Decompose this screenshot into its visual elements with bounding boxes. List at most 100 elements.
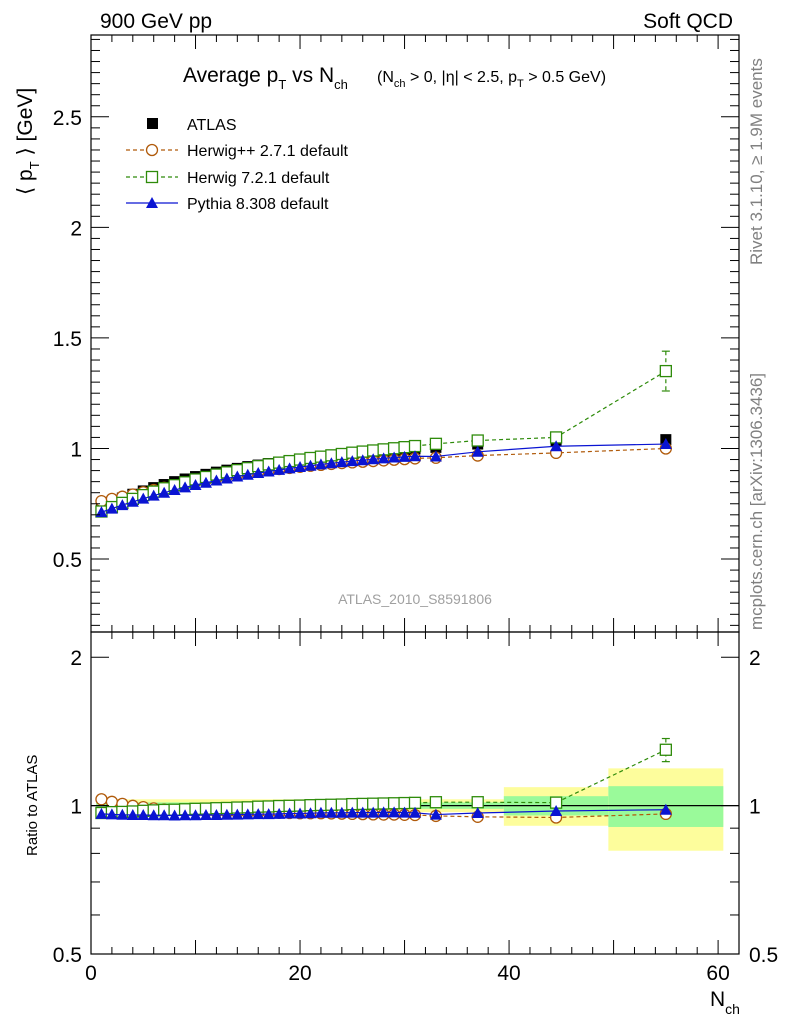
legend-marker-pythia <box>146 197 158 208</box>
ratio-point-pythia-1 <box>105 808 118 820</box>
ratio-plot-content <box>91 737 739 851</box>
ratio-point-pythia-7 <box>168 809 181 821</box>
main-point-pythia-2 <box>116 499 129 511</box>
main-point-pythia-7 <box>168 484 181 496</box>
ratio-point-pythia-31 <box>429 808 442 820</box>
x-tick-label-60: 60 <box>706 962 729 985</box>
main-y-tick-label-0: 0.5 <box>53 549 82 572</box>
main-panel: 0.5 1 1.5 2 2.5 Average pT vs Nch (Nch > 0, … <box>14 34 740 633</box>
ratio-point-pythia-28 <box>388 806 401 818</box>
ratio-point-pythia-8 <box>179 809 192 821</box>
ratio-y-tick-label-right-0: 0.5 <box>749 944 778 967</box>
ratio-point-pythia-27 <box>377 806 390 818</box>
ratio-point-herwig7-31 <box>429 796 443 809</box>
legend-marker-atlas <box>147 118 158 129</box>
main-point-pythia-11 <box>210 474 223 486</box>
main-point-herwig7-30 <box>408 439 422 453</box>
x-axis-label: Nch <box>710 988 740 1017</box>
ratio-y-tick-label-left-1: 1 <box>70 796 82 819</box>
main-point-pythia-22 <box>325 457 338 469</box>
legend: ATLAS Herwig++ 2.7.1 default Herwig 7.2.… <box>126 117 349 213</box>
main-title: Average pT vs Nch <box>183 64 348 92</box>
analysis-watermark: ATLAS_2010_S8591806 <box>338 591 492 607</box>
main-point-pythia-24 <box>346 455 359 467</box>
ratio-point-herwigpp-0 <box>95 793 108 806</box>
legend-label-atlas: ATLAS <box>187 117 237 134</box>
main-point-pythia-9 <box>189 478 202 490</box>
main-point-pythia-6 <box>158 486 171 498</box>
legend-label-herwig7: Herwig 7.2.1 default <box>187 170 330 187</box>
ratio-frame <box>90 631 740 955</box>
main-point-pythia-15 <box>252 467 265 479</box>
main-point-pythia-1 <box>105 502 118 514</box>
ratio-point-pythia-13 <box>231 808 244 820</box>
main-point-pythia-20 <box>304 459 317 471</box>
legend-item-herwigpp: Herwig++ 2.7.1 default <box>126 143 349 160</box>
main-point-herwigpp-0 <box>95 494 108 508</box>
main-point-pythia-21 <box>314 458 327 470</box>
main-y-tick-label-1: 1 <box>70 438 82 461</box>
x-tick-label-0: 0 <box>85 962 97 985</box>
main-point-pythia-30 <box>409 450 421 462</box>
ratio-point-pythia-23 <box>335 806 348 818</box>
ratio-y-tick-label-left-2: 2 <box>70 647 82 670</box>
main-point-pythia-19 <box>294 461 307 473</box>
ratio-point-pythia-30 <box>409 806 421 818</box>
ratio-point-pythia-11 <box>210 809 223 821</box>
legend-marker-herwig7 <box>145 170 159 184</box>
main-axis-ticks <box>90 35 740 632</box>
ratio-point-pythia-24 <box>346 806 359 818</box>
main-y-tick-labels: 0.5 1 1.5 2 2.5 <box>53 107 82 572</box>
legend-label-pythia: Pythia 8.308 default <box>187 196 329 213</box>
main-plot-content <box>95 350 672 518</box>
main-y-tick-label-2: 1.5 <box>53 328 82 351</box>
main-point-herwig7-31 <box>429 437 443 450</box>
main-point-pythia-34 <box>659 438 672 450</box>
ratio-y-tick-label-right-2: 2 <box>749 647 761 670</box>
main-point-pythia-25 <box>356 454 369 466</box>
x-tick-label-40: 40 <box>497 962 520 985</box>
main-point-pythia-18 <box>283 462 296 474</box>
main-point-herwig7-32 <box>471 434 484 447</box>
ratio-point-pythia-3 <box>126 809 139 821</box>
main-point-pythia-4 <box>137 492 150 504</box>
main-point-herwig7-34 <box>659 364 672 378</box>
ratio-point-pythia-21 <box>314 806 327 818</box>
ratio-point-pythia-34 <box>659 803 672 815</box>
ratio-point-pythia-25 <box>356 806 369 818</box>
ratio-point-pythia-0 <box>95 807 108 819</box>
legend-item-pythia: Pythia 8.308 default <box>126 196 329 213</box>
main-point-pythia-16 <box>262 465 275 477</box>
main-point-pythia-32 <box>471 445 484 457</box>
main-point-pythia-14 <box>241 468 254 480</box>
main-point-pythia-28 <box>388 451 401 463</box>
ratio-point-pythia-6 <box>158 809 171 821</box>
ratio-point-pythia-12 <box>220 808 233 820</box>
ratio-point-pythia-5 <box>147 809 160 821</box>
ratio-point-pythia-17 <box>273 807 286 819</box>
ratio-point-pythia-14 <box>241 808 254 820</box>
main-y-tick-label-3: 2 <box>70 217 82 240</box>
ratio-point-herwig7-34 <box>659 743 672 756</box>
ratio-point-pythia-20 <box>304 807 317 819</box>
main-point-pythia-5 <box>147 489 160 501</box>
ratio-axis-ticks <box>90 632 740 955</box>
ratio-point-pythia-2 <box>116 808 129 820</box>
side-text-top: Rivet 3.1.10, ≥ 1.9M events <box>747 58 766 265</box>
ratio-point-pythia-26 <box>367 806 380 818</box>
main-point-pythia-8 <box>179 481 192 493</box>
ratio-y-tick-labels: 0.5 0.5 1 1 2 2 <box>53 647 778 967</box>
ratio-point-pythia-32 <box>471 807 484 819</box>
legend-item-atlas: ATLAS <box>147 117 237 134</box>
ratio-y-tick-label-right-1: 1 <box>749 796 761 819</box>
main-point-pythia-17 <box>273 463 286 475</box>
header-right: Soft QCD <box>643 10 733 33</box>
main-point-pythia-13 <box>231 470 244 482</box>
main-y-tick-label-4: 2.5 <box>53 107 82 130</box>
ratio-point-pythia-18 <box>283 807 296 819</box>
ratio-point-pythia-15 <box>252 808 265 820</box>
main-point-pythia-10 <box>199 476 212 488</box>
legend-item-herwig7: Herwig 7.2.1 default <box>126 170 330 187</box>
main-point-pythia-27 <box>377 452 390 464</box>
